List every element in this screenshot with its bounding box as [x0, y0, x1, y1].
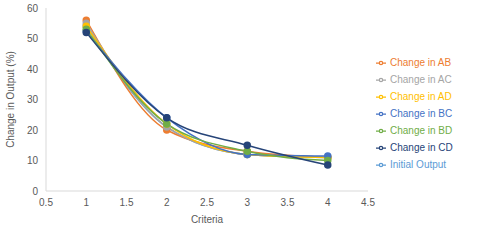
svg-text:0: 0 — [32, 186, 38, 197]
html-text:Change in BC: Change in BC — [390, 108, 453, 119]
svg-text:4.5: 4.5 — [361, 197, 375, 208]
svg-text:1: 1 — [83, 197, 89, 208]
svg-text:60: 60 — [27, 3, 39, 14]
svg-text:1.5: 1.5 — [120, 197, 134, 208]
html-text:Change in AD: Change in AD — [390, 91, 452, 102]
svg-text:2.5: 2.5 — [200, 197, 214, 208]
svg-text:4: 4 — [325, 197, 331, 208]
html-text:Change in AB: Change in AB — [390, 57, 452, 68]
svg-text:50: 50 — [27, 33, 39, 44]
html-text:Change in CD: Change in CD — [390, 142, 453, 153]
svg-text:20: 20 — [27, 125, 39, 136]
svg-text:Criteria: Criteria — [191, 214, 224, 225]
svg-text:40: 40 — [27, 64, 39, 75]
svg-text:3: 3 — [244, 197, 250, 208]
svg-text:Change in Output (%): Change in Output (%) — [8, 51, 16, 148]
svg-text:30: 30 — [27, 94, 39, 105]
svg-text:2: 2 — [164, 197, 170, 208]
html-text:Change in AC: Change in AC — [390, 74, 452, 85]
svg-text:10: 10 — [27, 155, 39, 166]
svg-text:3.5: 3.5 — [281, 197, 295, 208]
html-text:Change in BD: Change in BD — [390, 125, 453, 136]
svg-text:0.5: 0.5 — [39, 197, 53, 208]
html-text:Initial Output: Initial Output — [390, 159, 447, 170]
